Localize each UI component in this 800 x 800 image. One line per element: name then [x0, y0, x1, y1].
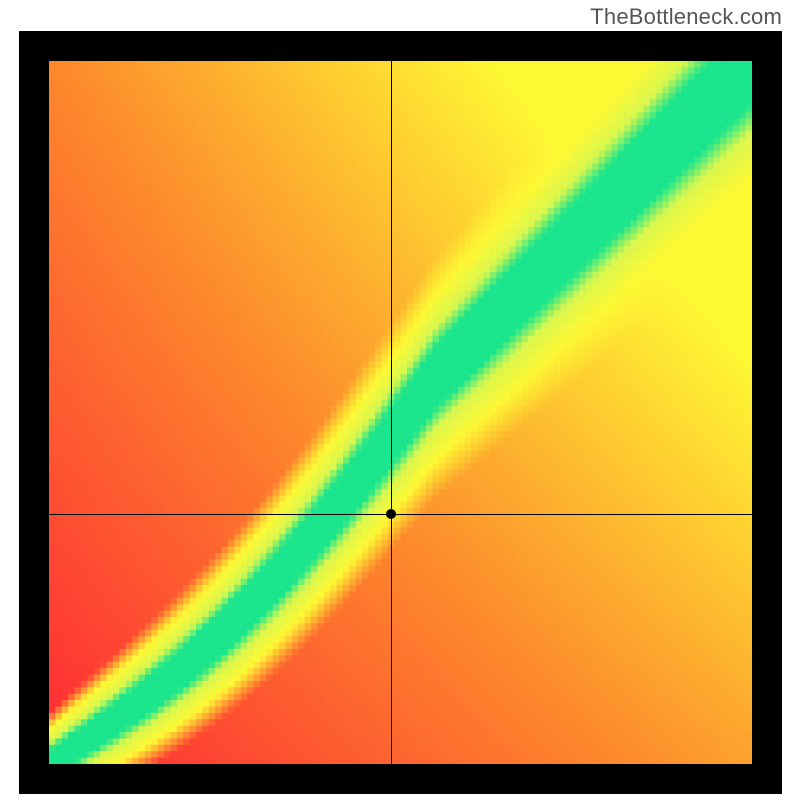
chart-container: TheBottleneck.com: [0, 0, 800, 800]
heatmap-plot: [49, 61, 752, 764]
crosshair-vertical: [391, 61, 392, 764]
watermark-text: TheBottleneck.com: [590, 4, 782, 30]
crosshair-horizontal: [49, 514, 752, 515]
